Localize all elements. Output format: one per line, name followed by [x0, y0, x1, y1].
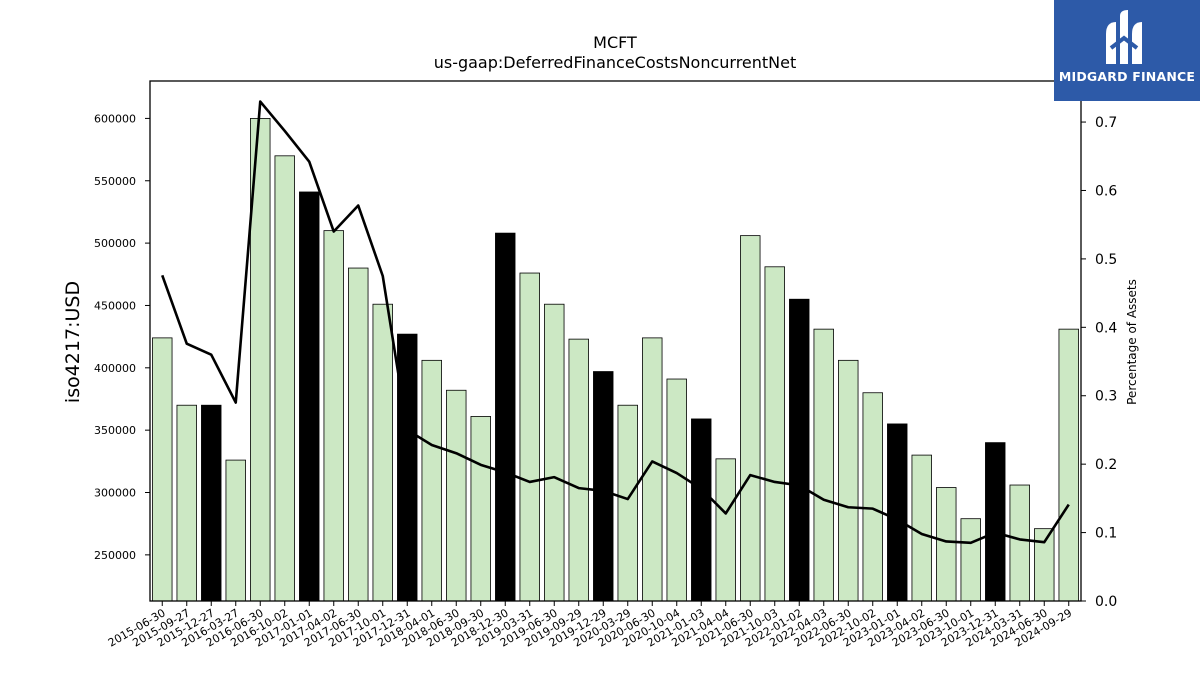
y-tick-label: 400000 — [94, 362, 136, 375]
bar-2019-12-29 — [593, 371, 614, 602]
bar-2017-10-01 — [372, 303, 393, 602]
bar-2024-09-29 — [1058, 328, 1079, 602]
bar-2021-10-03 — [764, 266, 785, 602]
series-line — [161, 100, 1070, 545]
axes-group: 250000 300000 350000 400000 450000 500000 5500… — [94, 80, 1117, 650]
bar-2017-04-02 — [323, 230, 344, 602]
y2-tick-label: 0.1 — [1095, 526, 1117, 542]
bar-2015-06-30 — [152, 337, 173, 602]
bar-2019-03-31 — [519, 272, 540, 602]
bar-2024-06-30 — [1034, 528, 1055, 602]
bar-2023-10-01 — [960, 518, 981, 602]
y2-tick-label: 0.2 — [1095, 457, 1117, 473]
bar-2017-01-01 — [299, 191, 320, 602]
bar-2018-09-30 — [470, 416, 491, 602]
bars-group — [152, 118, 1079, 602]
bar-2020-10-04 — [666, 378, 687, 602]
y2-tick-label: 0.7 — [1095, 115, 1117, 131]
bar-2023-01-01 — [887, 423, 908, 602]
bar-2019-09-29 — [568, 338, 589, 602]
chart-subtitle: us-gaap:DeferredFinanceCostsNoncurrentNe… — [434, 53, 797, 72]
bar-2021-01-03 — [691, 418, 712, 602]
plot-frame — [149, 80, 1082, 602]
bar-2022-01-02 — [789, 298, 810, 602]
y-tick-label: 300000 — [94, 487, 136, 500]
y2-tick-label: 0.4 — [1095, 320, 1117, 336]
bar-2022-06-30 — [838, 359, 859, 602]
bar-2018-04-01 — [421, 359, 442, 602]
line-group — [161, 100, 1070, 545]
bar-2023-12-31 — [985, 442, 1006, 602]
y-tick-label: 450000 — [94, 299, 136, 312]
bar-2016-10-02 — [274, 155, 295, 602]
bar-2021-04-04 — [715, 458, 736, 602]
bar-2017-12-31 — [397, 333, 418, 602]
y-axis-label: iso4217:USD — [62, 281, 84, 403]
bar-2022-04-03 — [813, 328, 834, 602]
y2-tick-label: 0.5 — [1095, 252, 1117, 268]
logo-text: MIDGARD FINANCE — [1058, 69, 1196, 84]
y2-axis-label: Percentage of Assets — [1125, 279, 1139, 405]
bar-2022-10-02 — [862, 392, 883, 602]
bar-2021-06-30 — [740, 235, 761, 602]
bar-2023-04-02 — [911, 454, 932, 602]
logo: MIDGARD FINANCE — [1054, 0, 1200, 101]
y-tick-label: 550000 — [94, 175, 136, 188]
bar-2018-06-30 — [446, 389, 467, 602]
bar-2015-09-27 — [176, 404, 197, 602]
bar-2020-06-30 — [642, 337, 663, 602]
bar-2016-03-27 — [225, 459, 246, 602]
y-tick-label: 350000 — [94, 424, 136, 437]
bar-2023-06-30 — [936, 487, 957, 602]
y-tick-label: 250000 — [94, 549, 136, 562]
bar-2015-12-27 — [201, 404, 222, 602]
bar-2024-03-31 — [1009, 484, 1030, 602]
chart-title: MCFT — [593, 33, 637, 52]
bar-2020-03-29 — [617, 404, 638, 602]
bar-2019-06-30 — [544, 303, 565, 602]
y2-tick-label: 0.6 — [1095, 183, 1117, 199]
bar-2018-12-30 — [495, 232, 516, 602]
y-tick-label: 600000 — [94, 112, 136, 125]
bar-2017-06-30 — [348, 267, 369, 602]
y-tick-label: 500000 — [94, 237, 136, 250]
y2-tick-label: 0.0 — [1095, 594, 1117, 610]
midgard-logo-icon — [1106, 10, 1142, 64]
y2-tick-label: 0.3 — [1095, 389, 1117, 405]
